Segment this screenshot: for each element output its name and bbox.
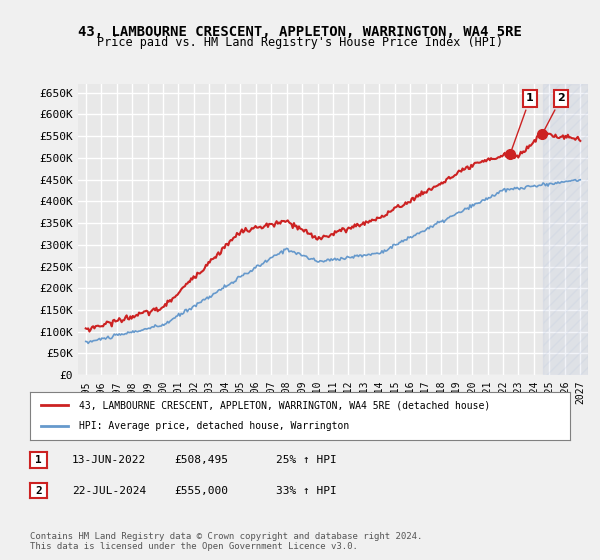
Text: Contains HM Land Registry data © Crown copyright and database right 2024.
This d: Contains HM Land Registry data © Crown c… <box>30 532 422 552</box>
Text: 43, LAMBOURNE CRESCENT, APPLETON, WARRINGTON, WA4 5RE: 43, LAMBOURNE CRESCENT, APPLETON, WARRIN… <box>78 25 522 39</box>
Text: 1: 1 <box>35 455 42 465</box>
Text: 2: 2 <box>35 486 42 496</box>
Text: 2: 2 <box>544 94 565 132</box>
Text: 25% ↑ HPI: 25% ↑ HPI <box>276 455 337 465</box>
Text: 33% ↑ HPI: 33% ↑ HPI <box>276 486 337 496</box>
Text: HPI: Average price, detached house, Warrington: HPI: Average price, detached house, Warr… <box>79 421 349 431</box>
Bar <box>543 84 588 375</box>
Text: £555,000: £555,000 <box>174 486 228 496</box>
Text: 22-JUL-2024: 22-JUL-2024 <box>72 486 146 496</box>
Text: 1: 1 <box>511 94 534 152</box>
Text: Price paid vs. HM Land Registry's House Price Index (HPI): Price paid vs. HM Land Registry's House … <box>97 36 503 49</box>
Text: 13-JUN-2022: 13-JUN-2022 <box>72 455 146 465</box>
Text: £508,495: £508,495 <box>174 455 228 465</box>
Text: 43, LAMBOURNE CRESCENT, APPLETON, WARRINGTON, WA4 5RE (detached house): 43, LAMBOURNE CRESCENT, APPLETON, WARRIN… <box>79 400 490 410</box>
